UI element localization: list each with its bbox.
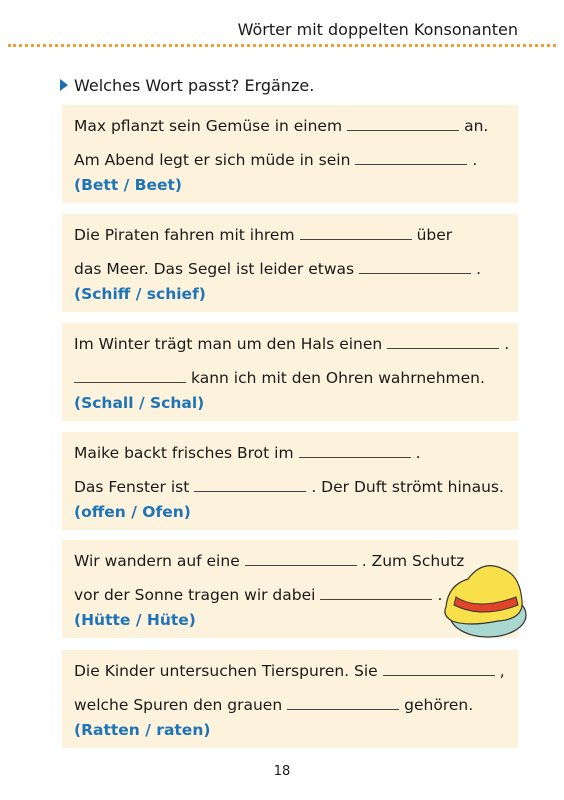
exercise-box: Die Kinder untersuchen Tierspuren. Sie, w… <box>62 650 518 748</box>
exercise-box: Die Piraten fahren mit ihrem über das Meer… <box>62 214 518 312</box>
text: das Meer. Das Segel ist leider etwas <box>74 260 355 278</box>
text: . <box>476 260 482 278</box>
sentence-line: vor der Sonne tragen wir dabei. <box>74 584 506 618</box>
answer-blank <box>74 368 186 383</box>
sentence-line: Die Piraten fahren mit ihrem über <box>74 224 506 258</box>
answer-blank <box>320 585 433 600</box>
answer-blank <box>347 116 460 131</box>
answer-blank <box>359 259 472 274</box>
hat-illustration <box>444 565 527 638</box>
word-options: (Bett / Beet) <box>74 176 183 194</box>
sentence-line: das Meer. Das Segel ist leider etwas. <box>74 258 506 292</box>
answer-blank <box>355 150 468 165</box>
text: Im Winter trägt man um den Hals einen <box>74 335 383 353</box>
exercise-box: Im Winter trägt man um den Hals einen. ka… <box>62 323 518 421</box>
header-title: Wörter mit doppelten Konsonanten <box>237 20 518 39</box>
word-options: (Schiff / schief) <box>74 285 206 303</box>
sentence-line: Das Fenster ist . Der Duft strömt hinaus. <box>74 476 506 510</box>
text: kann ich mit den Ohren wahrnehmen. <box>191 369 485 387</box>
sentence-line: kann ich mit den Ohren wahrnehmen. <box>74 367 506 401</box>
sentence-line: welche Spuren den grauen gehören. <box>74 694 506 728</box>
text: vor der Sonne tragen wir dabei <box>74 586 316 604</box>
word-options: (offen / Ofen) <box>74 503 191 521</box>
text: gehören. <box>404 696 474 714</box>
text: Die Kinder untersuchen Tierspuren. Sie <box>74 662 378 680</box>
text: Maike backt frisches Brot im <box>74 444 294 462</box>
exercise-box: Max pflanzt sein Gemüse in einem an. Am Ab… <box>62 105 518 203</box>
exercise-box: Wir wandern auf eine . Zum Schutz vor der … <box>62 540 518 638</box>
answer-blank <box>299 225 412 240</box>
divider <box>8 44 556 47</box>
word-options: (Schall / Schal) <box>74 394 205 412</box>
text: Die Piraten fahren mit ihrem <box>74 226 295 244</box>
answer-blank <box>298 443 411 458</box>
answer-blank <box>194 477 307 492</box>
sentence-line: Max pflanzt sein Gemüse in einem an. <box>74 115 506 149</box>
text: . <box>415 444 421 462</box>
sentence-line: Am Abend legt er sich müde in sein. <box>74 149 506 183</box>
exercise-box: Maike backt frisches Brot im. Das Fenster… <box>62 432 518 530</box>
text: Das Fenster ist <box>74 478 190 496</box>
text: Am Abend legt er sich müde in sein <box>74 151 351 169</box>
text: . Zum Schutz <box>361 552 465 570</box>
text: welche Spuren den grauen <box>74 696 283 714</box>
text: Wir wandern auf eine <box>74 552 240 570</box>
answer-blank <box>244 551 357 566</box>
answer-blank <box>287 695 400 710</box>
text: über <box>416 226 453 244</box>
instruction: Welches Wort passt? Ergänze. <box>60 76 314 95</box>
page-number: 18 <box>273 764 291 779</box>
sentence-line: Maike backt frisches Brot im. <box>74 442 506 476</box>
answer-blank <box>382 661 495 676</box>
word-options: (Hütte / Hüte) <box>74 611 196 629</box>
text: Max pflanzt sein Gemüse in einem <box>74 117 343 135</box>
text: . Der Duft strömt hinaus. <box>311 478 504 496</box>
sentence-line: Wir wandern auf eine . Zum Schutz <box>74 550 506 584</box>
text: , <box>499 662 505 680</box>
text: an. <box>464 117 489 135</box>
text: . <box>437 586 443 604</box>
sentence-line: Die Kinder untersuchen Tierspuren. Sie, <box>74 660 506 694</box>
answer-blank <box>387 334 500 349</box>
text: . <box>472 151 478 169</box>
text: . <box>504 335 510 353</box>
word-options: (Ratten / raten) <box>74 721 211 739</box>
sentence-line: Im Winter trägt man um den Hals einen. <box>74 333 510 367</box>
